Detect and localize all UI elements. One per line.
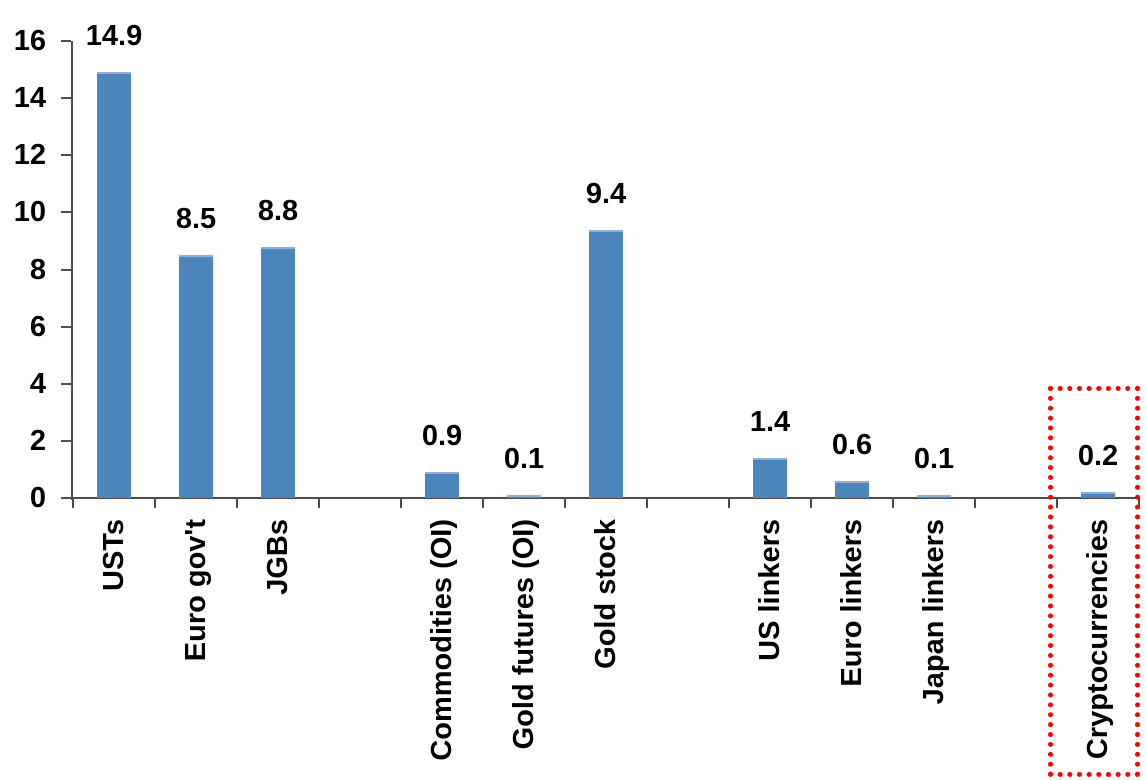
x-axis-tick-mark [892, 499, 894, 508]
y-axis-tick-mark [61, 497, 71, 499]
bar [97, 72, 131, 498]
bar [835, 480, 869, 498]
y-axis-tick-mark [61, 211, 71, 214]
x-axis-tick-mark [646, 499, 648, 508]
x-axis-tick-mark [154, 499, 156, 508]
bar [425, 472, 459, 498]
bar-value-label: 9.4 [585, 177, 627, 210]
x-axis-tick-mark [482, 499, 484, 508]
y-axis-tick-label: 16 [13, 25, 46, 57]
y-axis-tick-mark [61, 325, 71, 328]
bar [753, 458, 787, 498]
category-axis-label: Gold stock [590, 519, 622, 669]
bar [917, 495, 951, 498]
x-axis-tick-mark [318, 499, 320, 508]
y-axis-tick-mark [61, 268, 71, 271]
highlight-box-cryptocurrencies [1048, 386, 1140, 777]
bar [589, 229, 623, 498]
bar [261, 246, 295, 498]
y-axis-tick-label: 4 [29, 367, 46, 400]
category-axis-label: Japan linkers [918, 519, 950, 705]
bar-value-label: 0.1 [503, 443, 545, 476]
bar-value-label: 0.1 [913, 443, 955, 476]
y-axis-tick-label: 0 [29, 482, 46, 514]
y-axis-tick-label: 12 [13, 139, 46, 172]
y-axis-tick-label: 6 [29, 310, 46, 343]
y-axis-tick-mark [61, 382, 71, 385]
category-axis-label: JGBs [262, 519, 294, 595]
category-axis-label: Commodities (OI) [426, 519, 458, 761]
bar-value-label: 0.9 [421, 420, 463, 453]
bar [1081, 492, 1115, 498]
y-axis-tick-label: 10 [13, 196, 46, 229]
x-axis-tick-mark [1056, 499, 1058, 508]
category-axis-label: USTs [98, 519, 130, 591]
bar-value-label: 0.6 [831, 428, 873, 461]
y-axis-line [71, 41, 73, 500]
category-axis-label: Gold futures (OI) [508, 519, 540, 750]
x-axis-tick-mark [236, 499, 238, 508]
x-axis-tick-mark [974, 499, 976, 508]
y-axis-tick-label: 8 [29, 253, 46, 286]
y-axis-tick-mark [61, 439, 71, 442]
bar-value-label: 8.8 [257, 194, 299, 227]
bar-value-label: 14.9 [85, 20, 143, 53]
y-axis-tick-label: 2 [29, 424, 46, 457]
category-axis-label: US linkers [754, 519, 786, 661]
x-axis-tick-mark [400, 499, 402, 508]
y-axis-tick-mark [61, 154, 71, 157]
category-axis-label: Euro gov't [180, 519, 212, 662]
y-axis-tick-mark [61, 97, 71, 100]
category-axis-label: Euro linkers [836, 519, 868, 687]
y-axis-tick-label: 14 [13, 82, 46, 115]
bar [507, 495, 541, 498]
bar [179, 255, 213, 498]
bar-value-label: 8.5 [175, 203, 217, 236]
x-axis-tick-mark [72, 499, 74, 508]
bar-value-label: 0.2 [1077, 440, 1119, 473]
x-axis-tick-mark [810, 499, 812, 508]
x-axis-tick-mark [564, 499, 566, 508]
x-axis-tick-mark [728, 499, 730, 508]
y-axis-tick-mark [61, 40, 71, 42]
bar-value-label: 1.4 [749, 406, 791, 438]
x-axis-line [71, 497, 1140, 499]
